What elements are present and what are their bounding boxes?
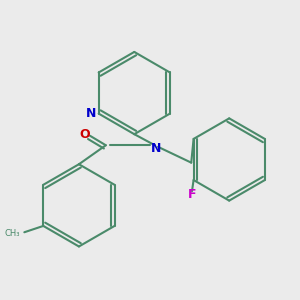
Text: CH₃: CH₃ bbox=[4, 229, 20, 238]
Text: N: N bbox=[151, 142, 162, 155]
Text: N: N bbox=[85, 107, 96, 120]
Text: F: F bbox=[188, 188, 196, 201]
Text: O: O bbox=[79, 128, 90, 141]
